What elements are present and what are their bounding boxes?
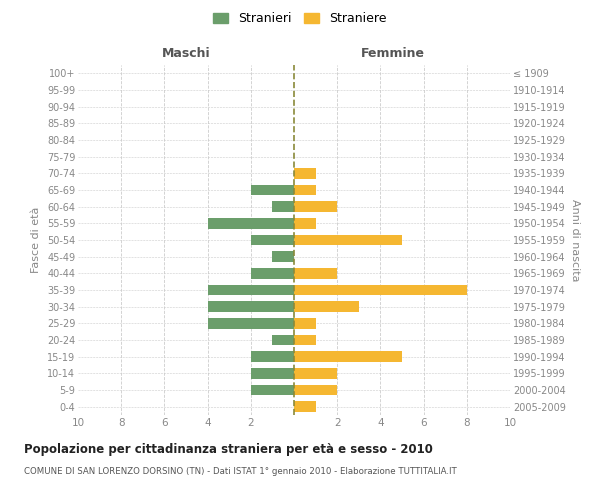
Bar: [251, 268, 294, 279]
Bar: [294, 168, 316, 179]
Bar: [294, 284, 467, 296]
Bar: [294, 351, 402, 362]
Text: COMUNE DI SAN LORENZO DORSINO (TN) - Dati ISTAT 1° gennaio 2010 - Elaborazione T: COMUNE DI SAN LORENZO DORSINO (TN) - Dat…: [24, 468, 457, 476]
Bar: [272, 334, 294, 345]
Legend: Stranieri, Straniere: Stranieri, Straniere: [209, 8, 391, 29]
Bar: [272, 251, 294, 262]
Bar: [294, 201, 337, 212]
Bar: [294, 234, 402, 246]
Bar: [294, 384, 337, 396]
Bar: [251, 351, 294, 362]
Bar: [294, 301, 359, 312]
Bar: [251, 368, 294, 379]
Text: Popolazione per cittadinanza straniera per età e sesso - 2010: Popolazione per cittadinanza straniera p…: [24, 442, 433, 456]
Bar: [272, 201, 294, 212]
Bar: [294, 184, 316, 196]
Bar: [294, 268, 337, 279]
Bar: [251, 184, 294, 196]
Bar: [208, 318, 294, 329]
Text: Maschi: Maschi: [161, 47, 211, 60]
Bar: [294, 368, 337, 379]
Bar: [251, 384, 294, 396]
Y-axis label: Fasce di età: Fasce di età: [31, 207, 41, 273]
Bar: [294, 318, 316, 329]
Bar: [294, 401, 316, 412]
Y-axis label: Anni di nascita: Anni di nascita: [569, 198, 580, 281]
Bar: [251, 234, 294, 246]
Bar: [208, 301, 294, 312]
Bar: [294, 218, 316, 229]
Bar: [208, 284, 294, 296]
Bar: [208, 218, 294, 229]
Text: Femmine: Femmine: [361, 47, 425, 60]
Bar: [294, 334, 316, 345]
